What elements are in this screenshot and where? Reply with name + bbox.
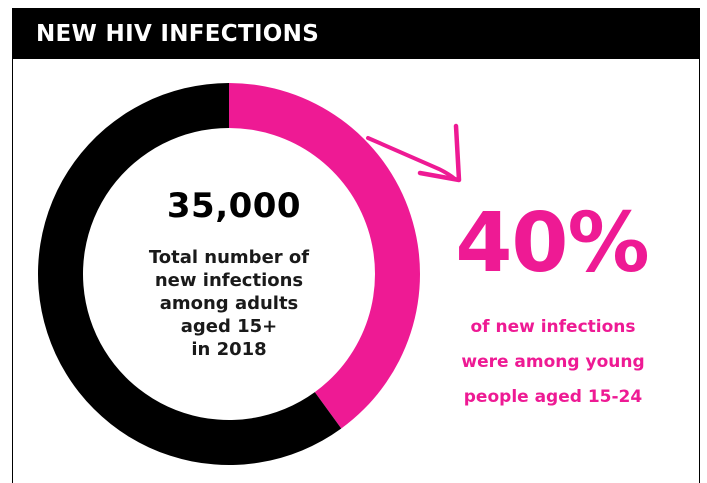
page-title: NEW HIV INFECTIONS xyxy=(36,20,320,47)
title-bar: NEW HIV INFECTIONS xyxy=(13,8,699,59)
youth-percentage-label: of new infections were among young peopl… xyxy=(461,317,645,407)
total-infections-label: Total number of new infections among adu… xyxy=(148,247,310,360)
arrow-icon xyxy=(366,123,462,183)
donut-slice-other xyxy=(38,83,342,465)
youth-percentage-value: 40% xyxy=(455,196,649,291)
total-infections-value: 35,000 xyxy=(166,186,302,226)
donut-slice-young-people xyxy=(229,83,421,429)
infographic-card: NEW HIV INFECTIONS 35,000 Total number o… xyxy=(12,8,700,483)
donut-chart xyxy=(38,83,421,465)
